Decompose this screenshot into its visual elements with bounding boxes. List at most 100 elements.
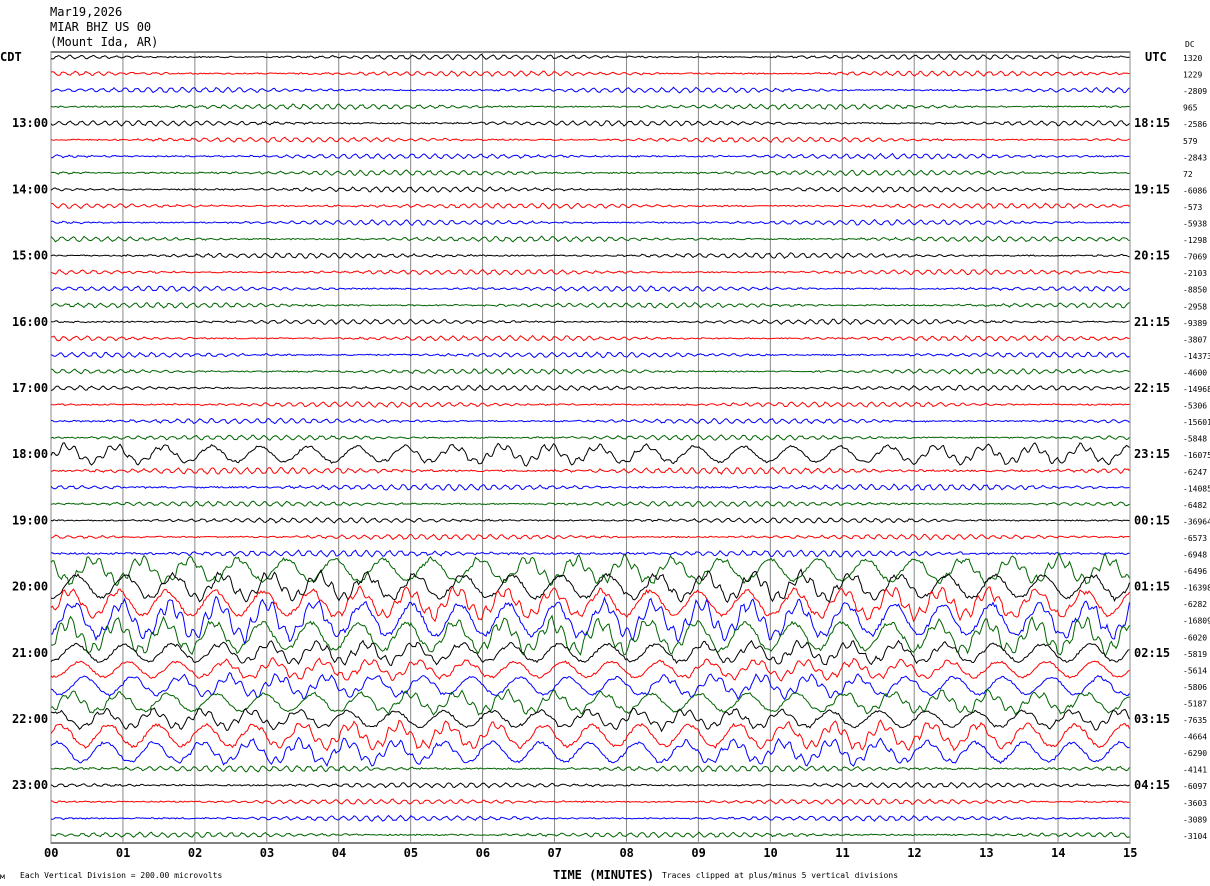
x-tick-label: 00	[44, 846, 58, 860]
footer-scale: Each Vertical Division = 200.00 microvol…	[20, 871, 222, 880]
dc-offset-label: -9389	[1183, 319, 1207, 328]
dc-offset-label: -3807	[1183, 335, 1207, 344]
right-hour-label: 20:15	[1134, 249, 1170, 263]
location-label: (Mount Ida, AR)	[50, 35, 158, 49]
dc-offset-label: -5614	[1183, 666, 1207, 675]
right-hour-label: 04:15	[1134, 778, 1170, 792]
trace-41	[50, 719, 1130, 752]
right-timezone-label: UTC	[1145, 50, 1167, 64]
trace-25	[51, 466, 1130, 475]
left-timezone-label: CDT	[0, 50, 22, 64]
dc-offset-label: -573	[1183, 203, 1202, 212]
x-tick-label: 14	[1051, 846, 1065, 860]
trace-43	[50, 764, 1130, 773]
trace-23	[50, 434, 1130, 441]
dc-offset-label: -2843	[1183, 153, 1207, 162]
trace-30	[50, 549, 1130, 558]
dc-offset-label: 1320	[1183, 54, 1202, 63]
right-hour-label: 23:15	[1134, 447, 1170, 461]
trace-33	[50, 585, 1130, 623]
x-tick-label: 05	[404, 846, 418, 860]
dc-offset-label: 579	[1183, 137, 1198, 146]
dc-offset-label: -8850	[1183, 286, 1207, 295]
trace-6	[50, 152, 1130, 160]
dc-offset-label: -15601	[1183, 418, 1210, 427]
trace-34	[50, 595, 1130, 645]
trace-19	[50, 368, 1130, 375]
trace-38	[50, 672, 1130, 701]
dc-offset-label: -5848	[1183, 435, 1207, 444]
trace-12	[50, 252, 1130, 259]
left-hour-label: 21:00	[12, 646, 48, 660]
trace-45	[50, 798, 1130, 805]
trace-40	[50, 707, 1130, 733]
dc-offset-label: -14373	[1183, 352, 1210, 361]
trace-20	[50, 384, 1130, 392]
left-hour-label: 20:00	[12, 580, 48, 594]
left-hour-label: 23:00	[12, 778, 48, 792]
right-hour-label: 22:15	[1134, 381, 1170, 395]
traces	[50, 53, 1130, 839]
trace-3	[50, 103, 1130, 111]
trace-15	[50, 301, 1130, 309]
dc-offset-label: -36964	[1183, 517, 1210, 526]
left-hour-label: 13:00	[12, 116, 48, 130]
left-hour-label: 15:00	[12, 249, 48, 263]
right-hour-label: 01:15	[1134, 580, 1170, 594]
footer-clip: Traces clipped at plus/minus 5 vertical …	[662, 871, 898, 880]
trace-39	[50, 688, 1130, 716]
dc-offset-label: -6948	[1183, 551, 1207, 560]
dc-offset-label: -6020	[1183, 633, 1207, 642]
left-hour-label: 17:00	[12, 381, 48, 395]
trace-5	[50, 136, 1130, 144]
trace-37	[50, 657, 1130, 682]
trace-46	[50, 814, 1130, 822]
right-hour-label: 21:15	[1134, 315, 1170, 329]
dc-offset-label: -16075	[1183, 451, 1210, 460]
left-hour-label: 18:00	[12, 447, 48, 461]
dc-offset-label: -6282	[1183, 600, 1207, 609]
x-tick-label: 12	[907, 846, 921, 860]
trace-26	[50, 483, 1130, 492]
dc-offset-label: -6496	[1183, 567, 1207, 576]
scale-marker: м	[0, 872, 5, 881]
dc-offset-label: -3089	[1183, 815, 1207, 824]
trace-13	[50, 268, 1130, 276]
trace-27	[50, 500, 1130, 508]
x-tick-label: 02	[188, 846, 202, 860]
x-tick-label: 06	[476, 846, 490, 860]
dc-offset-label: 72	[1183, 170, 1193, 179]
x-tick-label: 04	[332, 846, 346, 860]
station-label: MIAR BHZ US 00	[50, 20, 151, 34]
dc-offset-label: -5187	[1183, 699, 1207, 708]
left-hour-label: 16:00	[12, 315, 48, 329]
trace-35	[50, 614, 1130, 657]
left-hour-label: 19:00	[12, 513, 48, 527]
x-tick-label: 01	[116, 846, 130, 860]
dc-offset-label: 965	[1183, 104, 1198, 113]
trace-1	[50, 70, 1130, 78]
dc-offset-label: -6482	[1183, 501, 1207, 510]
dc-offset-label: -4141	[1183, 766, 1207, 775]
dc-offset-label: 1229	[1183, 71, 1202, 80]
dc-offset-label: -7635	[1183, 716, 1207, 725]
trace-16	[50, 318, 1130, 326]
date-label: Mar19,2026	[50, 5, 122, 19]
right-hour-label: 00:15	[1134, 513, 1170, 527]
trace-2	[50, 86, 1130, 94]
trace-7	[51, 169, 1130, 177]
dc-offset-label: -6573	[1183, 534, 1207, 543]
dc-offset-label: -6097	[1183, 782, 1207, 791]
trace-44	[50, 781, 1130, 789]
dc-offset-label: -2809	[1183, 87, 1207, 96]
x-tick-label: 03	[260, 846, 274, 860]
trace-29	[50, 533, 1130, 541]
trace-32	[50, 568, 1130, 604]
dc-offset-label: -2103	[1183, 269, 1207, 278]
dc-offset-label: -7069	[1183, 253, 1207, 262]
x-tick-label: 15	[1123, 846, 1137, 860]
x-tick-label: 09	[691, 846, 705, 860]
dc-offset-label: -2958	[1183, 302, 1207, 311]
dc-offset-label: -6247	[1183, 468, 1207, 477]
